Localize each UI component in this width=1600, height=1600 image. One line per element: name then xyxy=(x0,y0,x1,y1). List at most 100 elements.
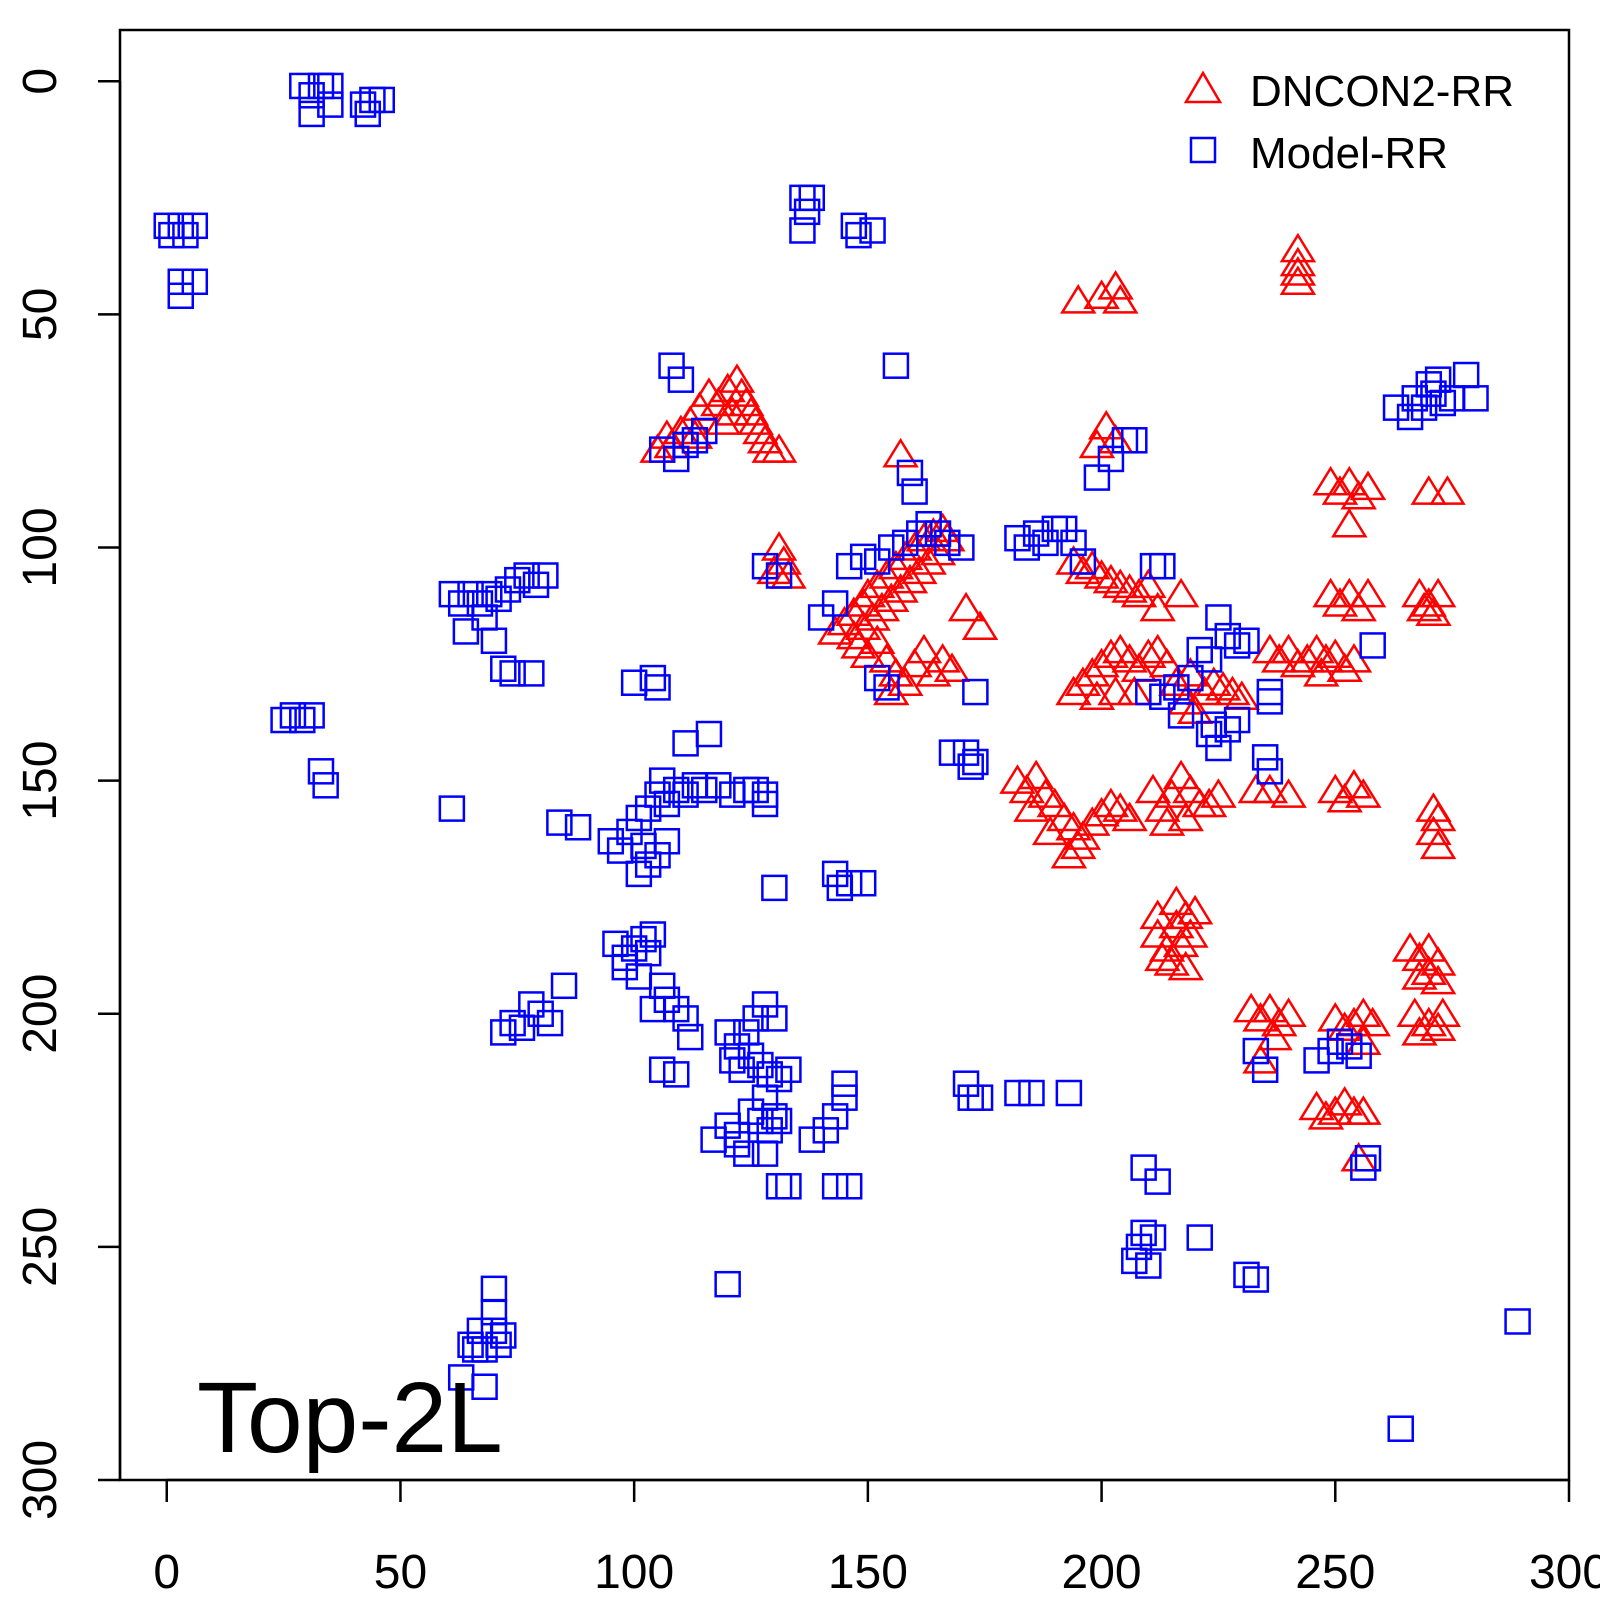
model-point-160 xyxy=(639,995,667,1023)
model-point-39 xyxy=(751,552,779,580)
dncon2-point-192 xyxy=(1270,997,1307,1028)
y-tick-label-3: 150 xyxy=(14,741,67,821)
y-tick-label-1: 50 xyxy=(14,288,67,341)
x-tick-label-5: 250 xyxy=(1295,1546,1375,1599)
model-point-144 xyxy=(835,869,863,897)
model-point-137 xyxy=(546,809,573,836)
model-point-176 xyxy=(742,1005,769,1032)
model-point-75 xyxy=(1135,678,1162,706)
model-point-43 xyxy=(835,552,863,580)
model-point-44 xyxy=(849,543,877,571)
model-point-234 xyxy=(457,1331,484,1359)
model-point-182 xyxy=(747,1051,774,1079)
model-point-108 xyxy=(307,758,335,785)
dncon2-point-131 xyxy=(1289,643,1326,673)
dncon2-point-190 xyxy=(1251,992,1289,1023)
model-point-206 xyxy=(835,1173,863,1200)
model-point-51 xyxy=(934,529,961,557)
dncon2-point-174 xyxy=(1415,815,1452,846)
model-point-202 xyxy=(821,1103,849,1130)
dncon2-point-3 xyxy=(1102,284,1139,314)
model-point-213 xyxy=(1055,1079,1083,1107)
dncon2-point-126 xyxy=(1116,675,1153,706)
dncon2-point-151 xyxy=(1013,792,1050,822)
model-point-243 xyxy=(461,1336,489,1363)
model-point-56 xyxy=(1004,524,1031,552)
dncon2-point-183 xyxy=(1172,918,1209,948)
model-point-45 xyxy=(863,548,891,575)
dncon2-point-184 xyxy=(1158,885,1195,916)
model-point-32 xyxy=(691,417,718,445)
model-point-33 xyxy=(896,459,924,487)
dncon2-point-105 xyxy=(1064,666,1102,696)
model-point-211 xyxy=(1004,1079,1031,1107)
legend: DNCON2-RR Model-RR xyxy=(1183,67,1514,178)
dncon2-point-44 xyxy=(877,549,915,580)
model-point-115 xyxy=(695,720,723,748)
model-point-201 xyxy=(812,1117,840,1144)
model-point-194 xyxy=(714,1112,741,1139)
model-point-23 xyxy=(845,221,872,249)
model-point-38 xyxy=(1121,427,1148,454)
model-point-74 xyxy=(1149,683,1176,710)
model-point-171 xyxy=(625,963,653,990)
model-point-159 xyxy=(677,1023,704,1051)
model-point-208 xyxy=(952,1070,980,1097)
model-point-1 xyxy=(298,82,325,109)
model-point-245 xyxy=(1401,385,1429,412)
model-point-178 xyxy=(761,1005,788,1032)
model-point-212 xyxy=(1018,1079,1045,1107)
model-point-189 xyxy=(747,1107,774,1135)
model-point-31 xyxy=(681,427,709,454)
model-point-10 xyxy=(153,212,180,240)
model-point-107 xyxy=(298,702,325,729)
y-tick-label-4: 200 xyxy=(14,974,67,1054)
dncon2-point-167 xyxy=(1270,778,1307,808)
dncon2-point-166 xyxy=(1251,773,1289,804)
dncon2-point-95 xyxy=(1321,587,1359,617)
x-tick-label-1: 50 xyxy=(374,1546,427,1599)
dncon2-point-200 xyxy=(1345,1095,1382,1125)
model-point-230 xyxy=(1242,1037,1270,1065)
dncon2-point-6 xyxy=(1279,256,1317,286)
dncon2-point-154 xyxy=(1059,829,1097,860)
dncon2-point-91 xyxy=(1331,507,1368,538)
model-point-185 xyxy=(775,1056,802,1083)
dncon2-point-161 xyxy=(1190,787,1228,818)
model-point-165 xyxy=(536,1009,564,1037)
dncon2-point-213 xyxy=(1419,964,1457,995)
model-point-79 xyxy=(1214,716,1242,743)
model-point-109 xyxy=(312,772,339,799)
dncon2-point-112 xyxy=(1130,638,1167,669)
dncon2-point-103 xyxy=(1415,596,1452,627)
dncon2-point-42 xyxy=(858,568,896,599)
legend-dncon2-triangle-icon xyxy=(1183,70,1223,104)
model-point-86 xyxy=(1256,758,1284,785)
dncon2-point-4 xyxy=(1279,232,1317,263)
legend-label-dncon2: DNCON2-RR xyxy=(1250,67,1514,116)
dncon2-point-25 xyxy=(760,433,798,463)
dncon2-point-76 xyxy=(1064,554,1102,585)
dncon2-point-85 xyxy=(1162,577,1200,608)
model-point-195 xyxy=(723,1131,751,1158)
dncon2-point-205 xyxy=(1354,1006,1391,1037)
model-point-68 xyxy=(1223,632,1251,659)
dncon2-point-67 xyxy=(905,633,943,664)
dncon2-point-140 xyxy=(1017,759,1055,790)
model-point-52 xyxy=(948,534,975,561)
model-point-127 xyxy=(705,772,732,799)
dncon2-point-191 xyxy=(1260,1006,1298,1037)
dncon2-point-193 xyxy=(1256,1020,1293,1051)
dncon2-point-142 xyxy=(1036,787,1074,818)
model-point-204 xyxy=(831,1084,858,1111)
model-point-71 xyxy=(1195,646,1223,673)
model-point-5 xyxy=(317,91,344,118)
model-point-104 xyxy=(270,706,297,734)
model-point-3 xyxy=(317,72,344,100)
model-point-87 xyxy=(438,580,466,608)
model-point-184 xyxy=(765,1065,793,1093)
dncon2-point-182 xyxy=(1144,941,1181,972)
model-point-197 xyxy=(751,1140,779,1167)
dncon2-point-29 xyxy=(882,437,919,468)
dncon2-point-89 xyxy=(1340,479,1377,510)
